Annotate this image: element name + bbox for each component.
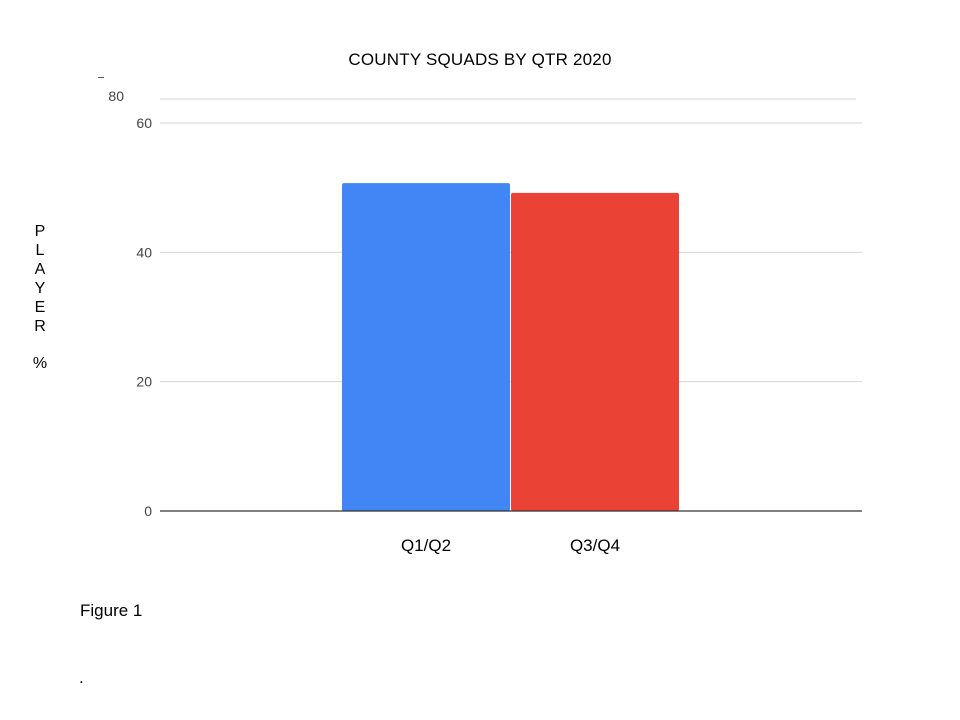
clipped-tick-mark [98,77,104,78]
y-axis-label-letter: E [34,299,46,316]
bar-q1-q2 [342,183,510,511]
trailing-text: . [79,668,84,687]
y-tick-label-60: 60 [136,115,152,131]
figure-caption: Figure 1 [80,601,143,620]
y-tick-label-0: 0 [144,503,152,519]
x-tick-label-q1-q2: Q1/Q2 [401,536,451,555]
y-axis-label-letter: Y [34,280,46,297]
y-tick-label-20: 20 [136,374,152,390]
chart-title: COUNTY SQUADS BY QTR 2020 [348,50,612,69]
x-tick-label-q3-q4: Q3/Q4 [570,536,620,555]
y-tick-label-80: 80 [108,88,124,104]
y-tick-label-40: 40 [136,244,152,260]
y-axis-label-letter: P [34,223,46,240]
bar-q3-q4 [511,192,679,511]
y-axis-label: P L A Y E R% [30,222,50,373]
y-axis-label-unit: % [32,355,48,372]
y-axis-label-letter: L [35,242,45,259]
y-axis-label-letter: R [34,318,46,335]
y-axis-label-letter: A [34,261,46,278]
